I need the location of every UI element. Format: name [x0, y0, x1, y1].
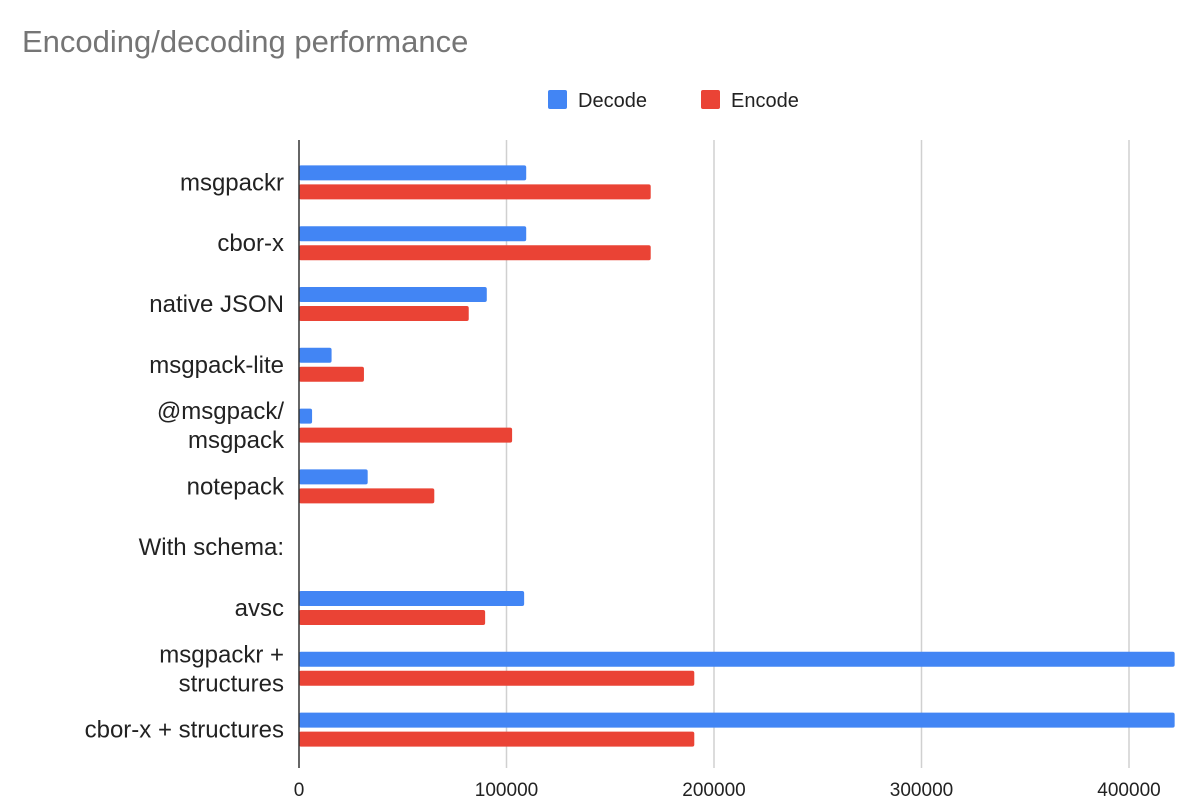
legend: Decode Encode: [548, 90, 799, 112]
legend-swatch-decode: [548, 90, 567, 109]
legend-swatch-encode: [701, 90, 720, 109]
bar-decode: [299, 469, 368, 485]
bar-decode: [299, 226, 527, 242]
bar-encode: [299, 731, 695, 747]
x-tick-label: 300000: [890, 780, 953, 801]
bar-decode: [299, 165, 527, 181]
x-tick-label: 200000: [682, 780, 745, 801]
x-tick-label: 400000: [1097, 780, 1160, 801]
bar-encode: [299, 610, 486, 625]
x-axis-tick-labels: 0 100000 200000 300000 400000: [294, 780, 1161, 801]
category-label: native JSON: [149, 291, 284, 318]
category-label: msgpackr + structures: [159, 641, 284, 697]
bar-encode: [299, 670, 695, 686]
category-label: msgpackr: [180, 169, 284, 196]
category-label: cbor-x + structures: [85, 717, 284, 744]
legend-label: Encode: [731, 90, 799, 112]
x-tick-label: 100000: [475, 780, 538, 801]
bar-decode: [299, 347, 332, 363]
bar-decode: [299, 651, 1175, 667]
legend-label: Decode: [578, 90, 647, 112]
bar-decode: [299, 712, 1175, 728]
bar-encode: [299, 488, 435, 504]
category-label: cbor-x: [217, 230, 284, 257]
bars: [299, 165, 1175, 747]
category-label: notepack: [187, 473, 285, 500]
category-labels: msgpackr cbor-x native JSON msgpack-lite @ms…: [85, 169, 285, 743]
bar-encode: [299, 366, 364, 382]
category-label: msgpack-lite: [149, 352, 284, 379]
bar-decode: [299, 408, 313, 424]
category-label: With schema:: [139, 534, 284, 561]
category-label: @msgpack/msgpack: [157, 398, 285, 454]
category-label: avsc: [235, 595, 284, 622]
bar-encode: [299, 427, 513, 443]
bar-encode: [299, 306, 469, 321]
x-tick-label: 0: [294, 780, 305, 801]
bar-encode: [299, 184, 651, 200]
bar-decode: [299, 591, 525, 606]
chart-title: Encoding/decoding performance: [22, 24, 468, 59]
bar-decode: [299, 287, 487, 302]
bar-encode: [299, 245, 651, 261]
